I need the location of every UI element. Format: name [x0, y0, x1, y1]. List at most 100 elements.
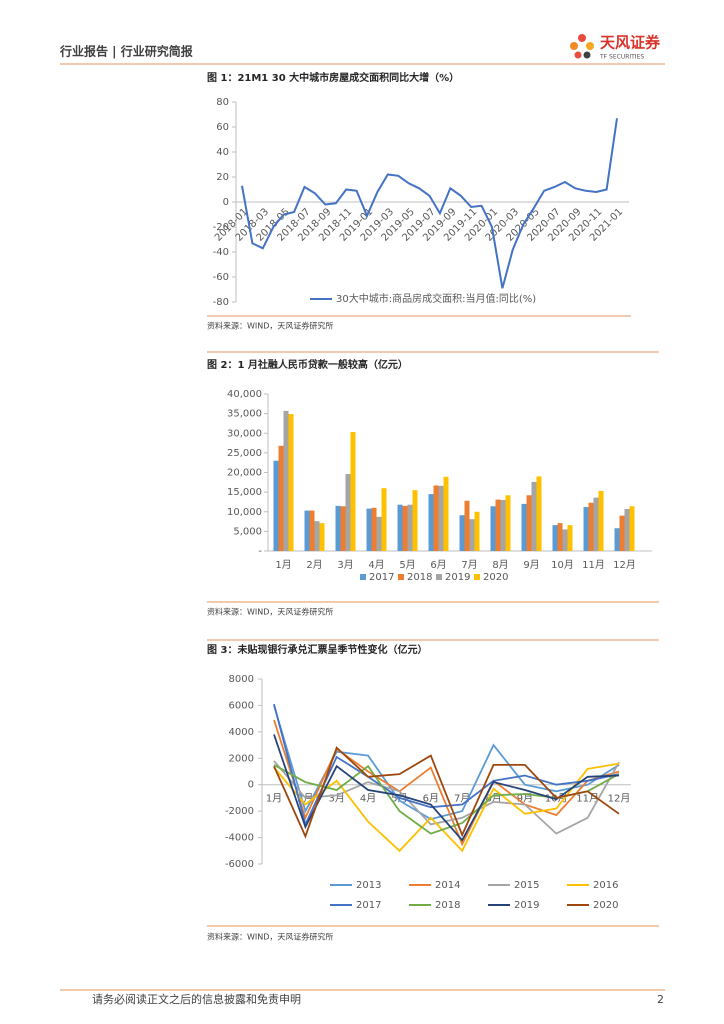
bar [304, 510, 310, 551]
bar [438, 485, 444, 551]
series-line [273, 734, 620, 842]
y-tick-label: 20 [216, 172, 229, 183]
legend-label: 2019 [445, 572, 470, 583]
y-tick-label: 30,000 [227, 428, 262, 439]
bar [536, 476, 542, 551]
y-tick-label: 5,000 [233, 526, 262, 537]
x-tick-label: 6月 [430, 559, 446, 571]
bar [624, 509, 630, 551]
y-tick-label: -80 [213, 297, 229, 308]
bar [335, 505, 341, 551]
y-tick-label: 6000 [229, 700, 254, 711]
bar [474, 511, 480, 551]
bar [557, 523, 563, 551]
y-tick-label: -20 [213, 222, 229, 233]
bar [469, 519, 475, 551]
x-tick-label: 10月 [551, 559, 574, 571]
chart-title: 图 3：未贴现银行承兑汇票呈季节性变化（亿元） [207, 643, 427, 656]
y-tick-label: -60 [213, 272, 229, 283]
bar [433, 485, 439, 551]
footer-disclaimer: 请务必阅读正文之后的信息披露和免责申明 [92, 992, 301, 1006]
bar [397, 504, 403, 551]
bar [562, 529, 568, 551]
x-tick-label: 4月 [368, 559, 384, 571]
y-tick-label: 20,000 [227, 468, 262, 479]
series-line [273, 703, 620, 828]
y-tick-label: 8000 [229, 674, 254, 685]
legend-label: 2018 [435, 900, 460, 911]
bar [500, 499, 506, 551]
y-tick-label: 0 [223, 197, 229, 208]
x-tick-label: 9月 [523, 559, 539, 571]
legend-label: 2014 [435, 880, 460, 891]
y-tick-label: - [258, 546, 262, 557]
bar [345, 474, 351, 551]
header-title: 行业报告 | 行业研究简报 [59, 44, 193, 59]
y-tick-label: 35,000 [227, 409, 262, 420]
y-tick-label: 25,000 [227, 448, 262, 459]
bar [273, 460, 279, 551]
bar [495, 499, 501, 551]
bar [567, 525, 573, 551]
bar [428, 494, 434, 551]
brand-en: TF SECURITIES [599, 54, 644, 61]
x-tick-label: 5月 [399, 559, 415, 571]
legend-swatch [398, 574, 404, 580]
bar [598, 490, 604, 551]
legend-label: 2016 [593, 880, 618, 891]
bar [314, 521, 320, 551]
bar [464, 500, 470, 551]
bar [309, 510, 315, 551]
bar [350, 432, 356, 551]
bar [531, 481, 537, 551]
legend-label: 2018 [407, 572, 432, 583]
legend-swatch [436, 574, 442, 580]
legend-label: 2019 [514, 900, 539, 911]
y-tick-label: 15,000 [227, 487, 262, 498]
bar [278, 445, 284, 551]
x-tick-label: 1月 [266, 793, 282, 805]
legend-label: 2020 [593, 900, 618, 911]
logo [570, 34, 594, 59]
x-tick-label: 12月 [608, 793, 631, 805]
y-tick-label: 80 [216, 97, 229, 108]
bar [552, 525, 558, 551]
bar [588, 502, 594, 551]
y-tick-label: 4000 [229, 727, 254, 738]
page-number: 2 [657, 993, 664, 1006]
bar [407, 504, 413, 551]
x-tick-label: 12月 [613, 559, 636, 571]
y-tick-label: 2000 [229, 753, 254, 764]
bar [371, 507, 377, 551]
y-tick-label: 0 [248, 780, 254, 791]
source: 资料来源：WIND，天风证券研究所 [207, 321, 333, 331]
chart-title: 图 2：1 月社融人民币贷款一般较高（亿元） [207, 358, 408, 371]
bar [629, 506, 635, 551]
bar [614, 528, 620, 551]
series-line [273, 746, 620, 839]
legend-swatch [474, 574, 480, 580]
bar [283, 410, 289, 551]
bar [340, 506, 346, 551]
chart-title: 图 1：21M1 30 大中城市房屋成交面积同比大增（%） [207, 71, 459, 84]
bar [593, 497, 599, 551]
x-tick-label: 11月 [582, 559, 605, 571]
x-tick-label: 1月 [275, 559, 291, 571]
y-tick-label: -4000 [225, 833, 254, 844]
x-tick-label: 7月 [461, 559, 477, 571]
legend-label: 30大中城市:商品房成交面积:当月值:同比(%) [336, 292, 536, 305]
bar [381, 488, 387, 551]
y-tick-label: 40,000 [227, 389, 262, 400]
bar [402, 505, 408, 551]
y-tick-label: -6000 [225, 859, 254, 870]
y-tick-label: -40 [213, 247, 229, 258]
bar [505, 495, 511, 551]
bar [459, 515, 465, 551]
bar [366, 508, 372, 551]
legend-label: 2017 [356, 900, 381, 911]
y-tick-label: 40 [216, 147, 229, 158]
y-tick-label: -2000 [225, 806, 254, 817]
x-tick-label: 8月 [492, 559, 508, 571]
legend-label: 2020 [483, 572, 508, 583]
legend-swatch [360, 574, 366, 580]
